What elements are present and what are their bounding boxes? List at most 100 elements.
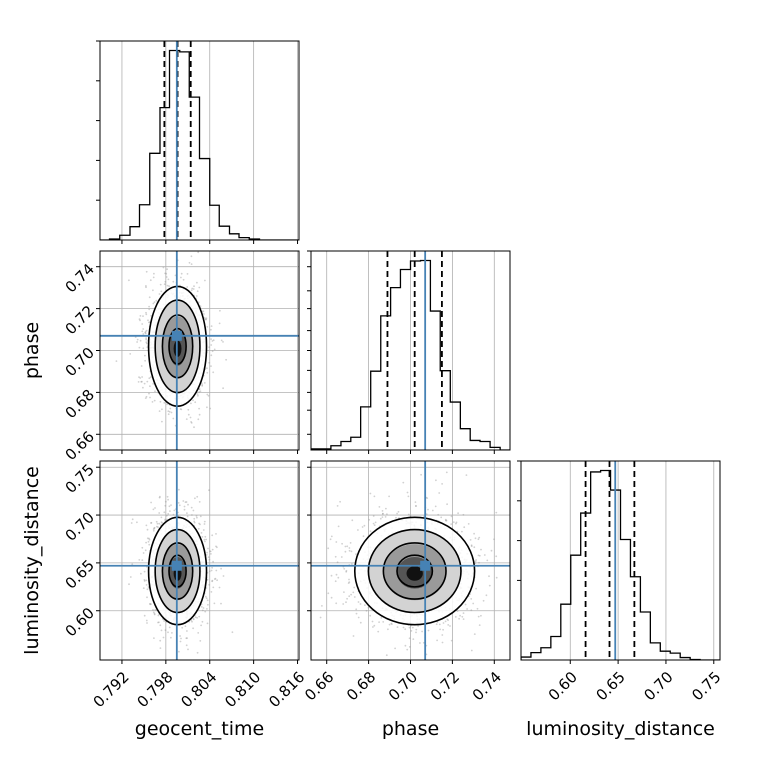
- sample-point: [158, 621, 160, 624]
- sample-point: [142, 552, 145, 554]
- sample-point: [188, 261, 191, 264]
- sample-point: [220, 339, 223, 342]
- sample-point: [172, 417, 175, 420]
- sample-point: [203, 520, 206, 523]
- sample-point: [148, 392, 150, 395]
- sample-point: [396, 626, 399, 628]
- sample-point: [150, 522, 152, 524]
- sample-point: [207, 603, 209, 606]
- sample-point: [202, 453, 204, 455]
- sample-point: [408, 626, 411, 629]
- sample-point: [337, 525, 340, 528]
- xtick-label-luminosity_distance: 0.75: [688, 668, 724, 704]
- sample-point: [154, 608, 157, 611]
- ytick-label-phase: 0.72: [62, 302, 98, 338]
- sample-point: [209, 550, 211, 553]
- sample-point: [330, 574, 333, 577]
- xtick-label-phase: 0.68: [343, 668, 379, 704]
- sample-point: [185, 501, 188, 503]
- sample-point: [345, 569, 348, 572]
- sample-point: [204, 595, 207, 598]
- sample-point: [167, 513, 170, 515]
- sample-point: [363, 524, 366, 527]
- sample-point: [198, 391, 201, 394]
- sample-point: [373, 495, 376, 498]
- sample-point: [211, 340, 214, 342]
- sample-point: [153, 527, 156, 530]
- sample-point: [172, 280, 175, 283]
- sample-point: [148, 538, 151, 541]
- sample-point: [152, 528, 155, 530]
- contour-0: [353, 516, 476, 626]
- sample-point: [180, 637, 182, 640]
- sample-point: [355, 612, 358, 615]
- sample-point: [440, 516, 443, 519]
- sample-point: [446, 618, 449, 621]
- sample-point: [473, 633, 476, 635]
- sample-point: [427, 508, 429, 511]
- sample-point: [164, 500, 167, 503]
- sample-point: [150, 521, 153, 524]
- sample-point: [186, 515, 189, 518]
- sample-point: [145, 311, 147, 314]
- sample-point: [209, 407, 212, 410]
- sample-point: [162, 636, 165, 639]
- sample-point: [377, 630, 380, 633]
- sample-point: [450, 639, 453, 642]
- sample-point: [205, 318, 207, 321]
- sample-point: [206, 367, 208, 370]
- sample-point: [359, 621, 362, 624]
- sample-point: [164, 518, 166, 521]
- sample-point: [177, 502, 180, 504]
- sample-point: [463, 526, 466, 529]
- sample-point: [493, 538, 495, 541]
- sample-point: [150, 501, 153, 504]
- sample-point: [194, 497, 196, 500]
- sample-point: [191, 514, 193, 516]
- yaxis-label-phase: phase: [21, 322, 43, 379]
- sample-point: [159, 639, 162, 642]
- sample-point: [208, 346, 211, 349]
- sample-point: [373, 624, 376, 627]
- sample-point: [474, 562, 477, 565]
- sample-point: [146, 528, 149, 531]
- sample-point: [201, 609, 204, 612]
- sample-point: [197, 527, 200, 530]
- sample-point: [427, 629, 430, 632]
- sample-point: [165, 276, 168, 278]
- sample-point: [155, 520, 158, 523]
- sample-point: [480, 548, 482, 551]
- sample-point: [141, 546, 144, 549]
- sample-point: [336, 505, 339, 507]
- sample-point: [200, 606, 203, 608]
- sample-point: [222, 387, 225, 390]
- sample-point: [192, 509, 195, 512]
- sample-point: [342, 603, 345, 605]
- sample-point: [415, 505, 417, 507]
- sample-point: [202, 310, 205, 313]
- sample-point: [163, 402, 166, 404]
- sample-point: [445, 519, 448, 522]
- sample-point: [404, 644, 407, 647]
- sample-point: [204, 610, 207, 613]
- sample-point: [159, 495, 161, 498]
- sample-point: [127, 279, 130, 282]
- sample-point: [483, 554, 486, 556]
- sample-point: [138, 376, 140, 378]
- sample-point: [192, 617, 195, 620]
- sample-point: [373, 524, 376, 526]
- sample-point: [158, 512, 161, 514]
- sample-point: [161, 420, 163, 423]
- sample-point: [171, 632, 173, 634]
- sample-point: [146, 622, 148, 624]
- sample-point: [168, 626, 171, 629]
- sample-point: [170, 504, 172, 506]
- sample-point: [170, 636, 172, 639]
- sample-point: [348, 595, 351, 598]
- sample-point: [485, 594, 488, 597]
- sample-point: [190, 421, 193, 423]
- sample-point: [454, 616, 457, 618]
- sample-point: [402, 481, 405, 484]
- sample-point: [145, 337, 148, 339]
- ytick-label-phase: 0.68: [62, 386, 98, 422]
